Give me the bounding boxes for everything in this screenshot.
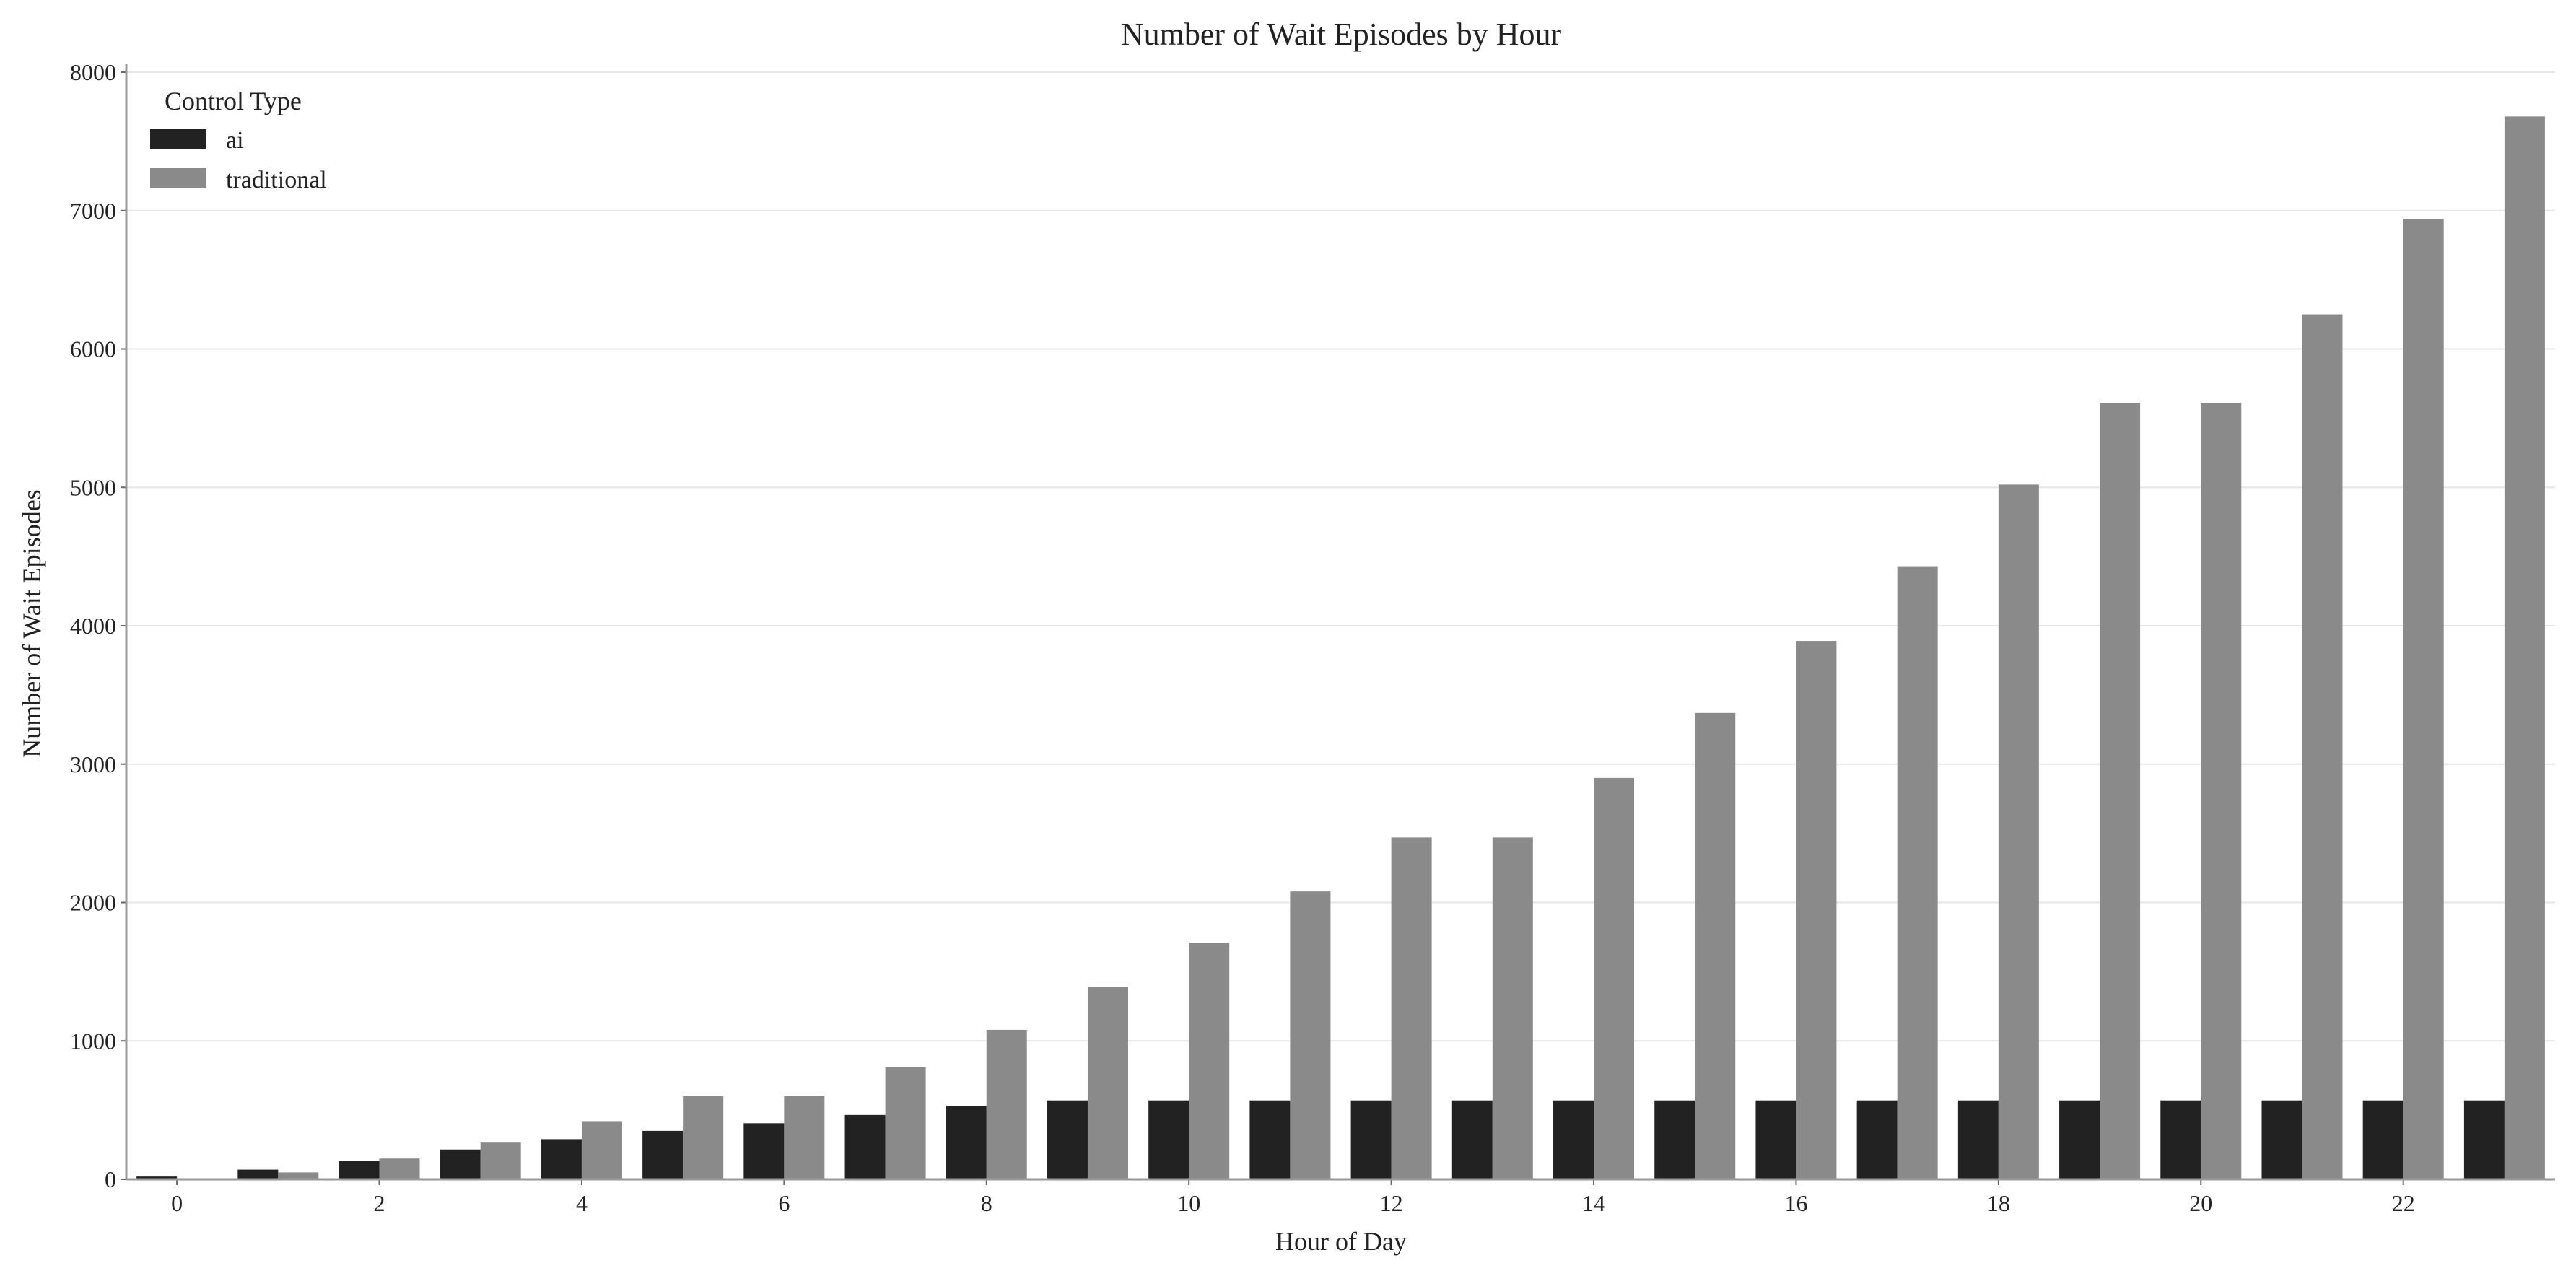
bar-ai-hour-22 xyxy=(2362,1100,2403,1179)
bar-ai-hour-0 xyxy=(136,1176,178,1179)
bar-traditional-hour-6 xyxy=(784,1096,825,1179)
legend: Control Type ai traditional xyxy=(150,87,327,193)
bar-ai-hour-7 xyxy=(844,1114,886,1179)
bar-traditional-hour-5 xyxy=(683,1096,724,1179)
bar-traditional-hour-13 xyxy=(1492,837,1533,1179)
y-tick-label-1000: 1000 xyxy=(70,1028,116,1054)
y-tick-label-0: 0 xyxy=(105,1166,116,1192)
x-tick-label-12: 12 xyxy=(1380,1190,1403,1216)
y-tick-label-8000: 8000 xyxy=(70,59,116,85)
bar-ai-hour-12 xyxy=(1350,1100,1392,1179)
y-tick-label-3000: 3000 xyxy=(70,751,116,777)
y-tick-label-6000: 6000 xyxy=(70,336,116,362)
x-tick-label-4: 4 xyxy=(576,1190,588,1216)
bar-ai-hour-3 xyxy=(440,1149,481,1179)
legend-title: Control Type xyxy=(165,87,302,115)
y-tick-label-2000: 2000 xyxy=(70,890,116,916)
bar-traditional-hour-15 xyxy=(1695,712,1736,1179)
bar-ai-hour-17 xyxy=(1856,1100,1898,1179)
x-tick-label-10: 10 xyxy=(1177,1190,1200,1216)
x-tick-label-18: 18 xyxy=(1987,1190,2010,1216)
bars xyxy=(136,116,2545,1180)
bar-ai-hour-13 xyxy=(1451,1100,1493,1179)
bar-traditional-hour-14 xyxy=(1594,777,1635,1179)
x-tick-label-22: 22 xyxy=(2392,1190,2415,1216)
gridlines xyxy=(126,71,2555,1042)
bar-traditional-hour-10 xyxy=(1189,943,1230,1179)
bar-traditional-hour-23 xyxy=(2504,116,2545,1180)
bar-ai-hour-11 xyxy=(1249,1100,1291,1179)
bar-ai-hour-1 xyxy=(237,1169,279,1179)
x-tick-label-0: 0 xyxy=(171,1190,183,1216)
bar-ai-hour-18 xyxy=(1957,1100,1999,1179)
y-tick-label-4000: 4000 xyxy=(70,613,116,639)
y-tick-label-5000: 5000 xyxy=(70,474,116,500)
bar-traditional-hour-21 xyxy=(2302,314,2343,1179)
bar-traditional-hour-9 xyxy=(1087,987,1128,1179)
bar-ai-hour-4 xyxy=(541,1139,582,1179)
bar-ai-hour-9 xyxy=(1047,1100,1088,1179)
y-axis-label: Number of Wait Episodes xyxy=(17,489,46,757)
x-tick-label-2: 2 xyxy=(374,1190,385,1216)
legend-swatch-traditional xyxy=(150,168,206,188)
bar-ai-hour-14 xyxy=(1553,1100,1594,1179)
bar-ai-hour-16 xyxy=(1755,1100,1796,1179)
tick-labels: 0 1000 2000 3000 4000 5000 6000 7000 8000 0 2 4 6 8 10… xyxy=(70,59,2415,1216)
bar-ai-hour-5 xyxy=(642,1130,684,1179)
bar-ai-hour-10 xyxy=(1148,1100,1189,1179)
x-tick-label-8: 8 xyxy=(981,1190,992,1216)
x-tick-label-6: 6 xyxy=(778,1190,790,1216)
bar-traditional-hour-11 xyxy=(1290,891,1331,1179)
bar-ai-hour-19 xyxy=(2059,1100,2100,1179)
bar-ai-hour-2 xyxy=(339,1161,380,1179)
bar-ai-hour-21 xyxy=(2261,1100,2302,1179)
bar-ai-hour-8 xyxy=(946,1106,987,1179)
bar-traditional-hour-20 xyxy=(2201,403,2242,1179)
bar-ai-hour-6 xyxy=(743,1123,785,1179)
legend-label-traditional: traditional xyxy=(226,167,327,193)
axes xyxy=(121,64,2555,1185)
bar-traditional-hour-3 xyxy=(480,1142,521,1179)
y-tick-label-7000: 7000 xyxy=(70,198,116,224)
bar-traditional-hour-1 xyxy=(278,1172,319,1179)
x-tick-label-20: 20 xyxy=(2189,1190,2212,1216)
bar-traditional-hour-22 xyxy=(2403,219,2444,1179)
x-tick-label-16: 16 xyxy=(1784,1190,1807,1216)
x-tick-label-14: 14 xyxy=(1582,1190,1605,1216)
bar-traditional-hour-8 xyxy=(986,1029,1027,1179)
bar-traditional-hour-17 xyxy=(1897,566,1938,1179)
bar-traditional-hour-16 xyxy=(1796,641,1837,1179)
chart-title: Number of Wait Episodes by Hour xyxy=(1121,17,1562,52)
legend-swatch-ai xyxy=(150,129,206,149)
bar-ai-hour-20 xyxy=(2160,1100,2201,1179)
bar-ai-hour-23 xyxy=(2463,1100,2505,1179)
bar-traditional-hour-19 xyxy=(2100,403,2141,1179)
legend-label-ai: ai xyxy=(226,127,244,154)
bar-traditional-hour-7 xyxy=(885,1067,926,1179)
bar-ai-hour-15 xyxy=(1654,1100,1695,1179)
bar-traditional-hour-4 xyxy=(581,1121,622,1179)
bar-traditional-hour-2 xyxy=(379,1158,420,1179)
bar-traditional-hour-18 xyxy=(1998,484,2039,1179)
x-axis-label: Hour of Day xyxy=(1275,1227,1407,1256)
bar-traditional-hour-12 xyxy=(1391,837,1432,1179)
